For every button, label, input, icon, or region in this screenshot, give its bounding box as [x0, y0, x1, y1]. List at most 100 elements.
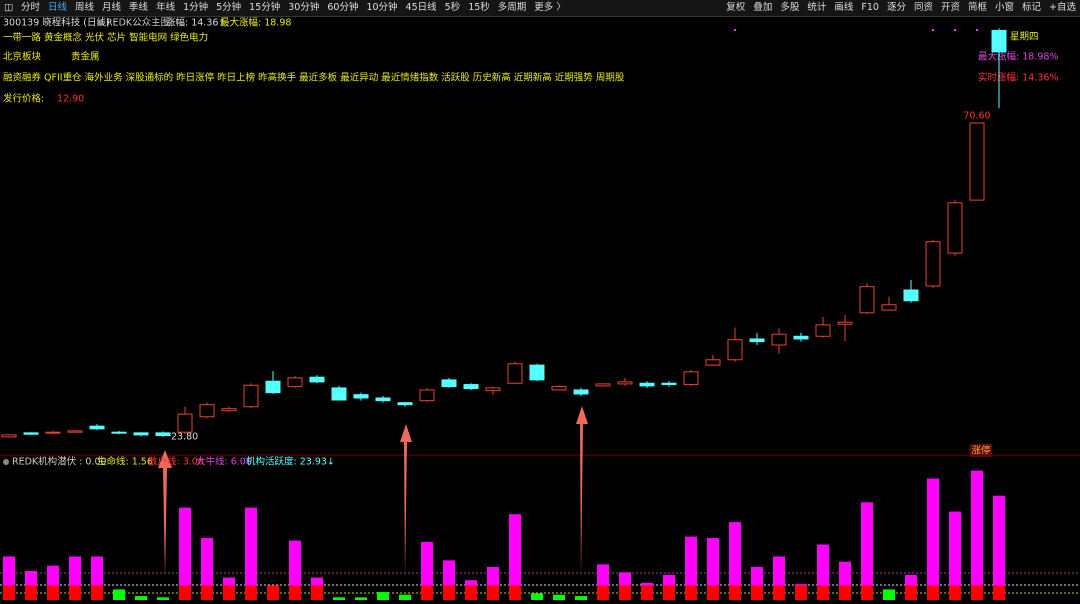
toolbar-button[interactable]: 标记 — [1022, 2, 1042, 13]
bar-segment — [223, 577, 235, 586]
candle-body — [529, 364, 545, 381]
toolbar-button[interactable]: F10 — [861, 2, 879, 13]
arrows — [158, 406, 588, 578]
candle-body — [903, 289, 919, 302]
toolbar-button[interactable]: 统计 — [807, 2, 827, 13]
toolbar-right: 复权 叠加 多股 统计 画线 F10 逐分 同资 开资 简框 小窗 标记 +自选 — [722, 0, 1080, 16]
bar-segment — [861, 585, 873, 600]
bar-segment — [289, 540, 301, 586]
toolbar-button[interactable]: 季线 — [129, 2, 149, 13]
arrow — [158, 450, 172, 578]
bar-segment — [333, 597, 345, 600]
bull-line: 大牛线: 6.00 — [196, 456, 252, 468]
bar-segment — [223, 585, 235, 600]
overlay-live-change: 实时涨幅: 14.36% — [978, 72, 1058, 84]
candle-body — [969, 122, 985, 201]
toolbar-button[interactable]: 同资 — [913, 2, 933, 13]
toolbar-button[interactable]: 年线 — [156, 2, 176, 13]
candle-body — [155, 432, 171, 437]
toolbar-button[interactable]: 15分钟 — [249, 2, 281, 13]
bar-segment — [795, 585, 807, 600]
bar-segment — [773, 585, 785, 600]
toolbar-button[interactable]: 日线 — [48, 2, 68, 13]
stock-name: 300139 晓程科技 (日线) — [3, 17, 110, 29]
bar-segment — [157, 597, 169, 600]
bar-segment — [949, 511, 961, 586]
bar-segment — [421, 541, 433, 586]
bar-segment — [443, 585, 455, 600]
bar-segment — [817, 585, 829, 600]
bullet — [3, 459, 9, 465]
overlay-max-change: 最大涨幅: 18.98% — [978, 51, 1058, 63]
bar-segment — [179, 585, 191, 600]
candle-body — [419, 389, 435, 402]
bar-segment — [487, 585, 499, 600]
toolbar-button[interactable]: 小窗 — [995, 2, 1015, 13]
candle-body — [45, 431, 61, 434]
toolbar-button[interactable]: 10分钟 — [366, 2, 398, 13]
candle-body — [947, 202, 963, 254]
region: 北京板块 — [3, 51, 42, 63]
bar-segment — [597, 585, 609, 600]
toolbar-button[interactable]: 5秒 — [444, 2, 461, 13]
candle-body — [639, 382, 655, 387]
limit-up-tag: 涨停 — [971, 445, 991, 457]
toolbar-button[interactable]: 叠加 — [753, 2, 773, 13]
bar-segment — [685, 536, 697, 586]
bar-segment — [135, 596, 147, 600]
toolbar-button[interactable]: 周线 — [75, 2, 95, 13]
bar-segment — [971, 585, 983, 600]
candle-body — [375, 397, 391, 402]
bar-segment — [245, 585, 257, 600]
bar-segment — [795, 584, 807, 586]
toolbar-button[interactable]: 复权 — [726, 2, 746, 13]
bar-segment — [47, 565, 59, 586]
candle-body — [727, 339, 743, 361]
toolbar-button[interactable]: 开资 — [940, 2, 960, 13]
candle-body — [815, 324, 831, 337]
candle-body — [133, 432, 149, 436]
bar-segment — [113, 589, 125, 600]
bar-segment — [971, 470, 983, 586]
candle-body — [771, 333, 787, 346]
industry: 贵金属 — [71, 51, 100, 63]
toolbar-button[interactable]: 5分钟 — [216, 2, 242, 13]
bar-segment — [817, 544, 829, 586]
toolbar-button[interactable]: 月线 — [102, 2, 122, 13]
bar-segment — [619, 585, 631, 600]
toolbar-button[interactable]: 多周期 — [497, 2, 527, 13]
candle-body — [705, 359, 721, 366]
toolbar-button[interactable]: 画线 — [834, 2, 854, 13]
toolbar-button[interactable]: 60分钟 — [327, 2, 359, 13]
toolbar-button[interactable]: 分时 — [20, 2, 40, 13]
dot — [932, 29, 934, 31]
bar-segment — [245, 507, 257, 586]
toolbar-button[interactable]: 多股 — [780, 2, 800, 13]
bar-segment — [311, 577, 323, 586]
toolbar-button[interactable]: 45日线 — [405, 2, 437, 13]
candle-body — [881, 304, 897, 311]
toolbar-left: ◫ 分时 日线 周线 月线 季线 年线 1分钟 5分钟 15分钟 30分钟 60分钟 10分钟 45日线 5… — [0, 0, 570, 16]
concepts: 一带一路 黄金概念 光伏 芯片 智能电网 绿色电力 — [3, 32, 208, 44]
candle-body — [793, 335, 809, 340]
bar-segment — [861, 502, 873, 586]
toolbar-button[interactable]: 逐分 — [886, 2, 906, 13]
bar-segment — [465, 580, 477, 586]
bar-segment — [751, 567, 763, 586]
toolbar-button[interactable]: 更多 〉 — [534, 2, 566, 13]
bar-segment — [267, 585, 279, 600]
bar-segment — [91, 585, 103, 600]
candle-body — [749, 338, 765, 343]
toolbar-button[interactable]: 30分钟 — [288, 2, 320, 13]
candle-body — [243, 384, 259, 408]
toolbar-button[interactable]: 1分钟 — [183, 2, 209, 13]
toolbar-button[interactable]: 简框 — [967, 2, 987, 13]
candle-body — [507, 363, 523, 384]
bar-segment — [311, 585, 323, 600]
toolbar-button[interactable]: 15秒 — [468, 2, 490, 13]
dot — [734, 29, 736, 31]
toolbar-button[interactable]: +自选 — [1049, 2, 1076, 13]
bar-segment — [575, 596, 587, 600]
bar-segment — [707, 537, 719, 586]
bar-segment — [949, 585, 961, 600]
